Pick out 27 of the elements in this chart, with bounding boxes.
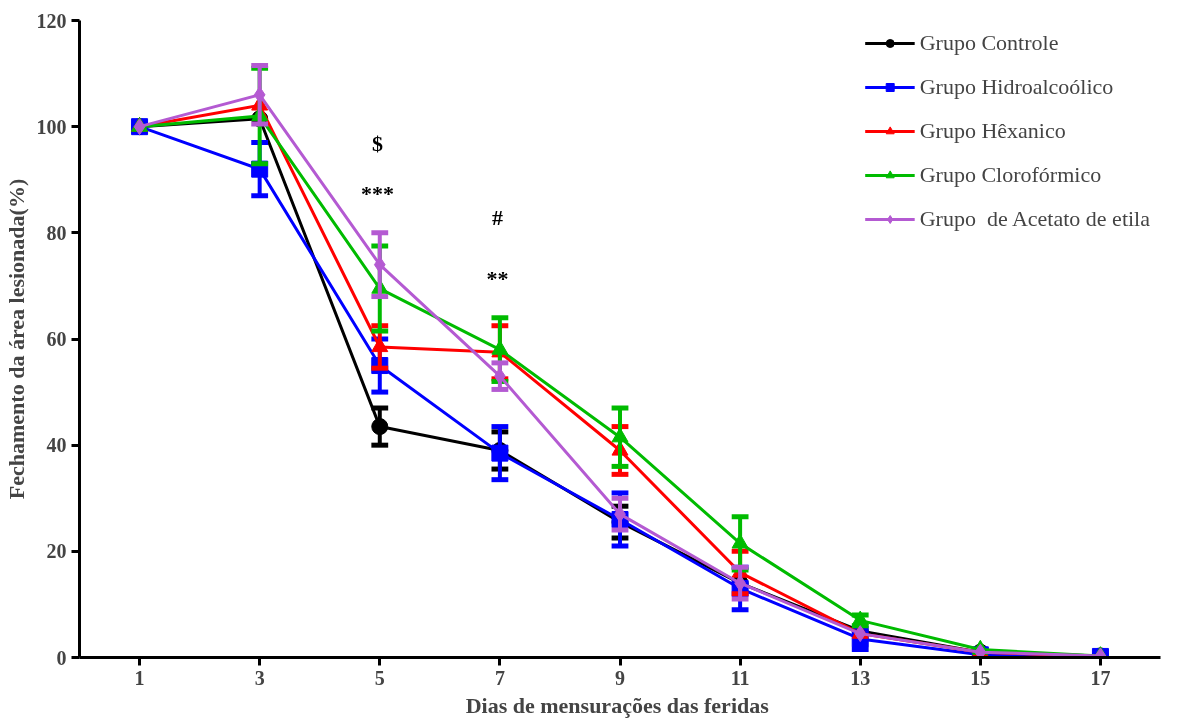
x-tick-label: 13 (850, 666, 871, 689)
legend-label: Grupo Clorofórmico (919, 162, 1102, 188)
y-tick-label: 40 (46, 434, 67, 457)
y-axis-title: Fechamento da área lesionada(%) (3, 178, 29, 500)
x-tick-label: 7 (494, 666, 505, 689)
annotation: ** (486, 266, 509, 291)
x-tick-label: 9 (615, 666, 625, 689)
y-tick-label: 60 (46, 328, 67, 350)
x-tick-label: 17 (1090, 666, 1111, 689)
y-tick-label: 120 (36, 9, 67, 32)
x-tick-label: 15 (970, 666, 991, 689)
annotation: $ (372, 131, 383, 156)
x-tick-label: 11 (730, 666, 750, 689)
y-tick-label: 100 (36, 115, 67, 138)
y-tick-label: 20 (46, 540, 67, 563)
y-tick-label: 80 (46, 221, 67, 244)
x-tick-label: 1 (134, 666, 145, 689)
x-tick-label: 3 (254, 666, 265, 689)
legend-label: Grupo Hêxanico (919, 118, 1066, 144)
annotation: # (492, 205, 503, 230)
x-tick-label: 5 (374, 666, 385, 689)
x-axis-title: Dias de mensurações das feridas (465, 692, 770, 718)
legend-label: Grupo de Acetato de etila (919, 206, 1150, 232)
legend-label: Grupo Hidroalcoólico (919, 74, 1114, 100)
legend-label: Grupo Controle (919, 30, 1059, 56)
y-tick-label: 0 (56, 646, 67, 669)
annotation: *** (361, 181, 394, 206)
